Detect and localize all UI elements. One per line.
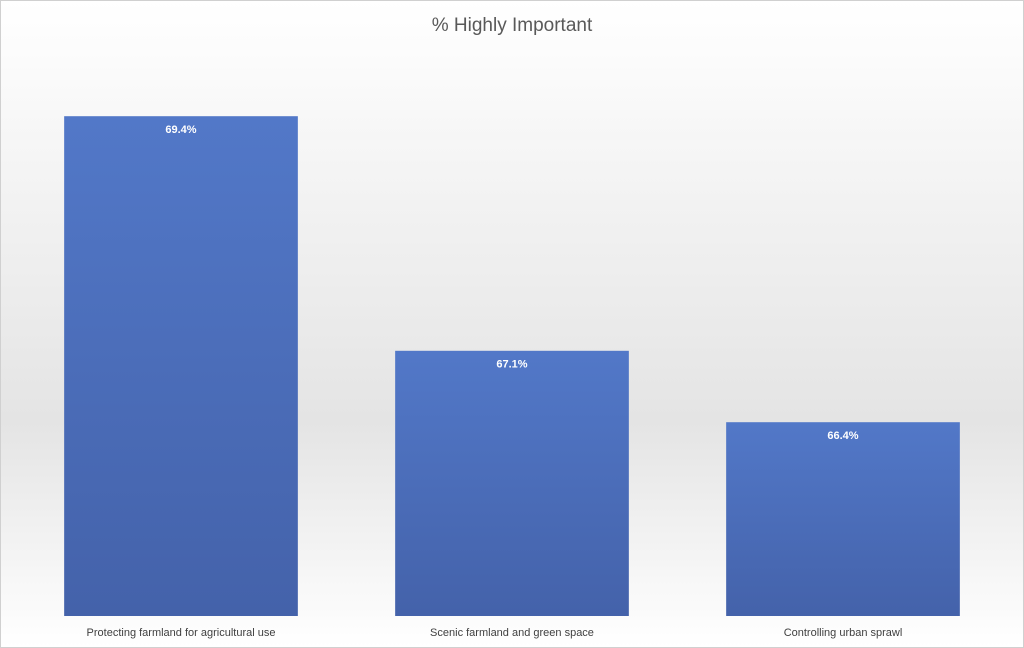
x-tick-label: Protecting farmland for agricultural use bbox=[87, 627, 276, 639]
data-label: 69.4% bbox=[165, 124, 196, 136]
chart-title: % Highly Important bbox=[432, 15, 593, 36]
bar bbox=[64, 116, 298, 616]
x-tick-label: Scenic farmland and green space bbox=[430, 627, 594, 639]
data-label: 67.1% bbox=[496, 359, 527, 371]
data-label: 66.4% bbox=[827, 430, 858, 442]
x-tick-label: Controlling urban sprawl bbox=[784, 627, 903, 639]
bar bbox=[395, 350, 629, 616]
bar bbox=[726, 422, 960, 616]
